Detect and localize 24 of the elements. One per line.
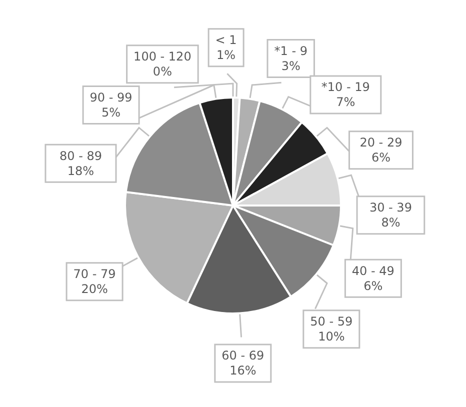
- data-label: 6%: [364, 278, 383, 293]
- slice-label: *1 - 9: [274, 44, 308, 58]
- slice-label: 40 - 49: [352, 264, 394, 278]
- slice-label: 50 - 59: [310, 314, 353, 329]
- slice-label: 60 - 69: [222, 348, 264, 363]
- slice-label: 80 - 89: [59, 148, 102, 163]
- slice-label: < 1: [215, 33, 237, 48]
- data-label: 1%: [216, 48, 236, 62]
- text: 0%: [152, 64, 172, 79]
- data-label: 20%: [81, 282, 108, 296]
- data-label: 18%: [67, 164, 94, 178]
- data-label: 7%: [336, 95, 356, 110]
- slice-label: 90 - 99: [90, 90, 132, 105]
- category-label: 100 - 120: [134, 50, 192, 64]
- data-label: 5%: [102, 106, 121, 120]
- data-label: 10%: [318, 330, 345, 344]
- data-label: 8%: [381, 216, 400, 230]
- slice-label: 20 - 29: [360, 136, 402, 150]
- data-label: 6%: [371, 150, 390, 165]
- slice-label: 30 - 39: [369, 200, 412, 215]
- slice-label: *10 - 19: [321, 80, 370, 94]
- slice-label: 70 - 79: [73, 267, 116, 282]
- data-label: 16%: [230, 364, 256, 378]
- data-label: 3%: [281, 58, 300, 73]
